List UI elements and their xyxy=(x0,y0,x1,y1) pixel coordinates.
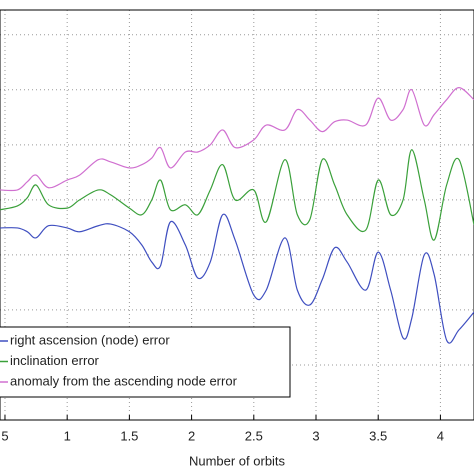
x-tick-label: 2.5 xyxy=(245,428,263,443)
x-axis-label: Number of orbits xyxy=(189,453,286,468)
legend-label: right ascension (node) error xyxy=(10,332,170,347)
series-line xyxy=(0,149,474,241)
x-tick-label: 2 xyxy=(188,428,195,443)
legend-label: anomaly from the ascending node error xyxy=(10,373,238,388)
x-tick-label: 4 xyxy=(437,428,444,443)
plot-frame xyxy=(0,9,474,421)
x-tick-label: 1.5 xyxy=(120,428,138,443)
x-tick-label: 3.5 xyxy=(369,428,387,443)
legend-label: inclination error xyxy=(10,353,100,368)
legend: right ascension (node) error inclination … xyxy=(0,326,291,398)
x-tick-label: 5 xyxy=(1,428,8,443)
series-line xyxy=(0,86,474,192)
x-tick-label: 3 xyxy=(312,428,319,443)
legend-box xyxy=(0,326,291,398)
series-line xyxy=(0,213,474,344)
x-tick-label: 1 xyxy=(64,428,71,443)
